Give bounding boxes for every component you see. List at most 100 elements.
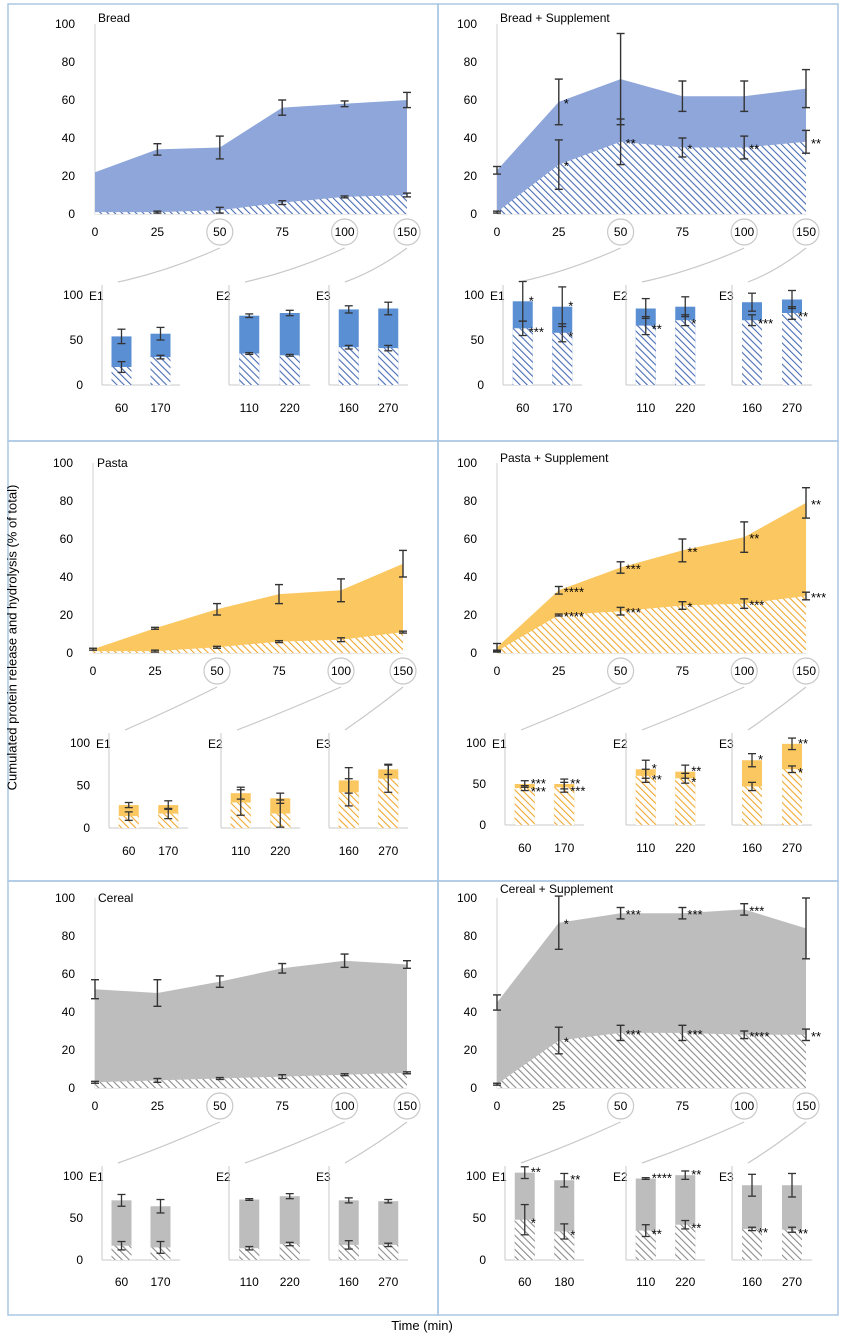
significance-stars: * <box>570 1227 575 1242</box>
bar-hydrolysis <box>338 347 359 385</box>
sub-x-tick-label: 60 <box>115 1275 129 1289</box>
sub-chart-e3: E3 160 270 <box>316 1121 408 1289</box>
y-tick-label: 40 <box>464 131 478 145</box>
bar-hydrolysis <box>554 1231 575 1260</box>
sub-x-tick-label: 110 <box>231 844 250 858</box>
zoom-arrow <box>244 1121 345 1164</box>
sub-x-tick-label: 270 <box>782 1275 802 1289</box>
bar-hydrolysis <box>782 1229 802 1260</box>
sub-chart-label: E3 <box>719 737 734 751</box>
y-tick-label: 40 <box>62 131 76 145</box>
y-tick-label: 40 <box>464 1005 478 1019</box>
x-tick-label: 75 <box>676 664 690 678</box>
bar-hydrolysis <box>118 816 139 828</box>
y-tick-label: 0 <box>68 1081 75 1095</box>
x-tick-label: 150 <box>796 664 816 678</box>
significance-stars: * <box>687 142 692 157</box>
significance-stars: *** <box>531 776 546 791</box>
bar-hydrolysis <box>635 1230 656 1260</box>
y-tick-label: 60 <box>62 93 76 107</box>
sub-chart-label: E2 <box>613 289 628 303</box>
sub-x-tick-label: 110 <box>636 841 655 855</box>
sub-x-tick-label: 60 <box>122 844 136 858</box>
y-tick-label: 0 <box>470 207 477 221</box>
sub-x-tick-label: 160 <box>339 844 359 858</box>
significance-stars: *** <box>626 907 641 922</box>
bar-total <box>239 1199 260 1260</box>
sub-chart-e1: E1 ****60**170 <box>490 247 621 415</box>
significance-stars: ** <box>749 531 759 546</box>
sub-chart-e1: E1 60 170 <box>89 247 221 415</box>
y-tick-label: 40 <box>62 1005 76 1019</box>
significance-stars: * <box>531 1216 536 1231</box>
tick-highlight-circle <box>792 218 820 246</box>
x-tick-label: 150 <box>796 1099 816 1113</box>
sub-x-tick-label: 60 <box>518 841 532 855</box>
sub-y-tick-label: 100 <box>466 736 486 750</box>
zoom-arrow <box>236 686 342 731</box>
significance-stars: *** <box>811 590 826 605</box>
bar-hydrolysis <box>675 778 696 825</box>
y-tick-label: 80 <box>464 494 478 508</box>
sub-x-tick-label: 270 <box>378 1275 398 1289</box>
panel-4: Cereal 0 20 40 60 80 100 0 25 50 75 100 150 E1 60 170 0 5… <box>55 891 421 1289</box>
significance-stars: **** <box>652 1171 672 1186</box>
y-tick-label: 20 <box>62 169 76 183</box>
tick-highlight-circle <box>203 657 231 685</box>
sub-y-tick-label: 50 <box>471 333 485 347</box>
significance-stars: * <box>758 752 763 767</box>
tick-highlight-circle <box>393 218 421 246</box>
x-tick-label: 75 <box>676 1099 690 1113</box>
sub-x-tick-label: 160 <box>742 1275 762 1289</box>
sub-x-tick-label: 160 <box>742 841 762 855</box>
sub-y-tick-label: 0 <box>477 378 484 392</box>
panel-title: Cereal <box>98 891 133 905</box>
significance-stars: * <box>691 316 696 331</box>
sub-y-tick-label: 50 <box>473 1211 487 1225</box>
x-tick-label: 25 <box>151 225 165 239</box>
sub-chart-e3: E3 160 270 <box>316 247 408 415</box>
sub-x-tick-label: 60 <box>115 401 129 415</box>
x-tick-label: 100 <box>331 664 351 678</box>
zoom-arrow <box>124 686 218 731</box>
panel-title: Pasta + Supplement <box>500 451 609 465</box>
significance-stars: **** <box>749 1029 769 1044</box>
y-tick-label: 20 <box>464 1043 478 1057</box>
zoom-arrow <box>641 1121 745 1164</box>
panel-title: Cereal + Supplement <box>500 882 614 896</box>
significance-stars: *** <box>626 562 641 577</box>
significance-stars: ** <box>798 1226 808 1241</box>
area-hydrolysis <box>497 141 806 214</box>
significance-stars: * <box>564 159 569 174</box>
x-tick-label: 25 <box>552 225 566 239</box>
sub-chart-label: E1 <box>492 737 507 751</box>
bar-hydrolysis <box>782 313 802 385</box>
significance-stars: **** <box>564 584 584 599</box>
tick-highlight-circle <box>792 1092 820 1120</box>
x-tick-label: 50 <box>614 664 628 678</box>
significance-stars: * <box>568 329 573 344</box>
significance-stars: *** <box>570 783 585 798</box>
sub-x-tick-label: 160 <box>339 1275 359 1289</box>
x-tick-label: 75 <box>276 225 290 239</box>
area-hydrolysis <box>95 1072 407 1088</box>
area-hydrolysis <box>95 195 407 214</box>
tick-highlight-circle <box>606 657 635 685</box>
sub-x-tick-label: 160 <box>339 401 359 415</box>
x-tick-label: 50 <box>614 1099 628 1113</box>
significance-stars: ** <box>652 1227 662 1242</box>
area-hydrolysis <box>497 1032 806 1088</box>
sub-chart-label: E1 <box>96 737 111 751</box>
tick-highlight-circle <box>730 657 758 685</box>
tick-highlight-circle <box>331 1092 359 1120</box>
significance-stars: ** <box>758 1225 768 1240</box>
sub-x-tick-label: 110 <box>636 1275 655 1289</box>
significance-stars: ** <box>626 136 636 151</box>
y-tick-label: 40 <box>60 570 74 584</box>
bar-hydrolysis <box>742 786 762 825</box>
significance-stars: ** <box>531 1165 541 1180</box>
sub-chart-label: E1 <box>492 1170 507 1184</box>
y-tick-label: 20 <box>464 608 478 622</box>
significance-stars: * <box>568 299 573 314</box>
